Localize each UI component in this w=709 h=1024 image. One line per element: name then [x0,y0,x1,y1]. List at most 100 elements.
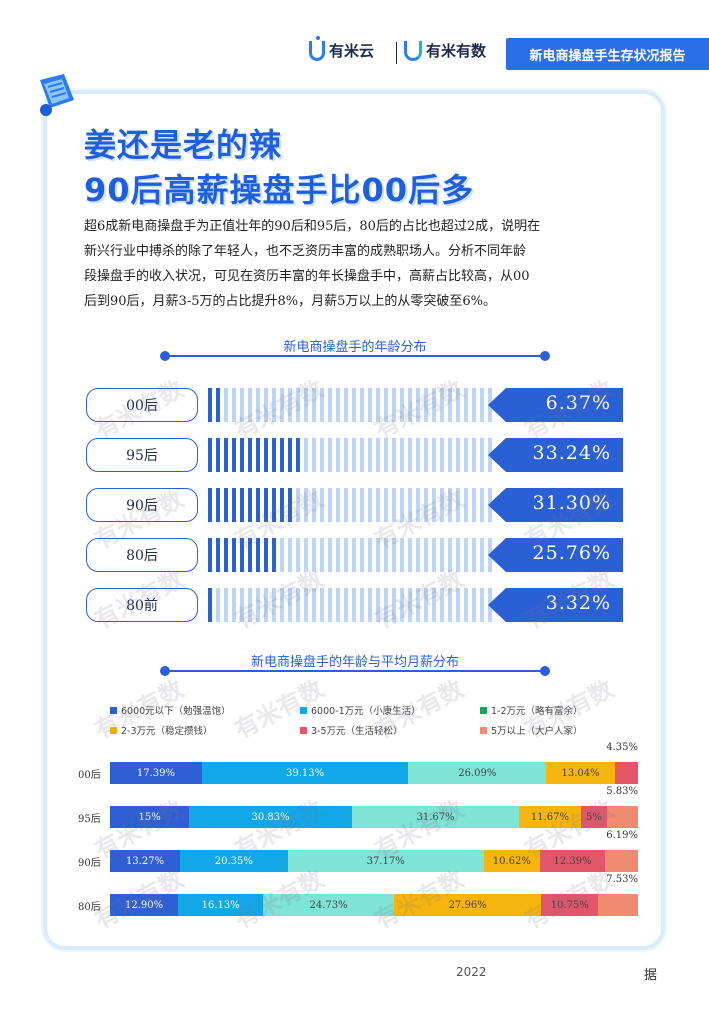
age-bar-filled-stripe [264,538,268,572]
stacked-bar: 17.39% 39.13% 26.09% 13.04% [110,762,638,784]
page-header: 有米云 有米有数 新电商操盘手生存状况报告 [0,0,709,80]
age-bar-empty-stripe [408,588,412,622]
stacked-bar-top-label: 4.35% [606,742,638,753]
age-bar-filled-stripe [224,538,228,572]
age-bar-empty-stripe [440,538,444,572]
age-bar-empty-stripe [432,588,436,622]
age-bar-empty-stripe [296,488,300,522]
stacked-bar-segment: 31.67% [351,806,520,828]
age-value-label: 6.37% [545,392,611,414]
age-bar-empty-stripe [432,438,436,472]
age-bar-empty-stripe [352,388,356,422]
age-bar-filled-stripe [272,538,276,572]
age-bar-empty-stripe [304,538,308,572]
age-bar-empty-stripe [360,538,364,572]
legend-swatch [480,706,487,714]
age-bar-empty-stripe [376,488,380,522]
age-bar-empty-stripe [432,488,436,522]
age-bar-empty-stripe [464,488,468,522]
stacked-bar: 12.90% 16.13% 24.73% 27.96% 10.75% [110,894,638,916]
age-bar-filled-stripe [288,488,292,522]
age-bar-empty-stripe [344,588,348,622]
intro-paragraph: 超6成新电商操盘手为正值壮年的90后和95后，80后的占比也超过2成，说明在 新… [84,214,630,314]
age-bar-empty-stripe [408,488,412,522]
age-bar-empty-stripe [360,438,364,472]
stacked-bar-row: 80后 7.53% 12.90% 16.13% 24.73% 27.96% 10.75% [78,874,640,926]
legend-item: 2-3万元（稳定攒钱） [110,723,213,737]
age-bar-empty-stripe [384,538,388,572]
age-bar-empty-stripe [392,388,396,422]
age-bar-empty-stripe [368,488,372,522]
stacked-bar-segment: 30.83% [189,806,352,828]
age-bar-empty-stripe [304,588,308,622]
age-bar-filled-stripe [232,538,236,572]
age-bar-empty-stripe [320,538,324,572]
age-bar-empty-stripe [392,588,396,622]
age-bar-empty-stripe [280,388,284,422]
age-bar-empty-stripe [312,588,316,622]
age-bar-empty-stripe [448,388,452,422]
stacked-bar-segment: 10.62% [483,850,540,872]
age-label: 90后 [86,488,198,522]
intro-line: 超6成新电商操盘手为正值壮年的90后和95后，80后的占比也超过2成，说明在 [84,219,541,234]
youmi-data-logo-icon [404,40,422,61]
age-bar-empty-stripe [464,388,468,422]
age-bar-empty-stripe [296,588,300,622]
legend-label: 2-3万元（稳定攒钱） [121,726,213,737]
legend-label: 1-2万元（略有富余） [491,706,583,717]
age-row: 80前 3.32% [86,588,626,624]
age-bar-empty-stripe [288,388,292,422]
segment-value-label: 16.13% [201,899,240,911]
age-bar-filled-stripe [232,488,236,522]
age-bar-empty-stripe [336,488,340,522]
stacked-bar-segment: 10.75% [541,894,599,916]
age-bar-filled-stripe [240,488,244,522]
age-bar-empty-stripe [448,538,452,572]
segment-value-label: 10.75% [550,899,589,911]
age-bar-empty-stripe [456,538,460,572]
age-bar-empty-stripe [384,488,388,522]
age-bar-filled-stripe [224,488,228,522]
age-bar-empty-stripe [408,538,412,572]
age-bar-filled-stripe [240,538,244,572]
intro-line: 后到90后，月薪3-5万的占比提升8%，月薪5万以上的从零突破至6%。 [84,294,496,309]
segment-value-label: 39.13% [286,767,325,779]
age-bar-empty-stripe [432,538,436,572]
age-bar [208,488,498,522]
age-bar-empty-stripe [472,588,476,622]
age-bar-empty-stripe [312,438,316,472]
age-bar-empty-stripe [272,388,276,422]
segment-value-label: 37.17% [366,855,405,867]
age-bar-empty-stripe [416,388,420,422]
age-bar-empty-stripe [448,438,452,472]
stacked-bar-segment: 12.90% [110,894,179,916]
age-bar-empty-stripe [472,438,476,472]
salary-chart-title: 新电商操盘手的年龄与平均月薪分布 [160,655,550,676]
segment-value-label: 31.67% [416,811,455,823]
segment-value-label: 15% [138,811,161,823]
stacked-bar-category: 00后 [78,770,101,781]
age-bar-empty-stripe [464,538,468,572]
age-bar-empty-stripe [360,588,364,622]
youmi-cloud-logo: 有米云 [309,35,374,61]
age-bar-empty-stripe [376,538,380,572]
age-bar-empty-stripe [384,438,388,472]
age-bar-filled-stripe [248,488,252,522]
age-bar-empty-stripe [376,438,380,472]
age-bar-empty-stripe [304,438,308,472]
age-chart-title-text: 新电商操盘手的年龄分布 [277,340,433,355]
age-bar-filled-stripe [248,438,252,472]
age-bar-empty-stripe [336,388,340,422]
stacked-bar-segment: 11.67% [519,806,581,828]
stacked-bar-segment: 37.17% [287,850,484,872]
stacked-bar: 15% 30.83% 31.67% 11.67% 5% [110,806,638,828]
age-bar-empty-stripe [296,388,300,422]
logo-divider [396,42,397,64]
age-bar-filled-stripe [216,538,220,572]
age-row: 90后 31.30% [86,488,626,524]
age-bar-empty-stripe [424,488,428,522]
stacked-bar-segment [607,806,638,828]
segment-value-label: 11.67% [530,811,570,823]
age-bar-empty-stripe [480,588,484,622]
youmi-data-logo: 有米有数 [404,40,486,61]
